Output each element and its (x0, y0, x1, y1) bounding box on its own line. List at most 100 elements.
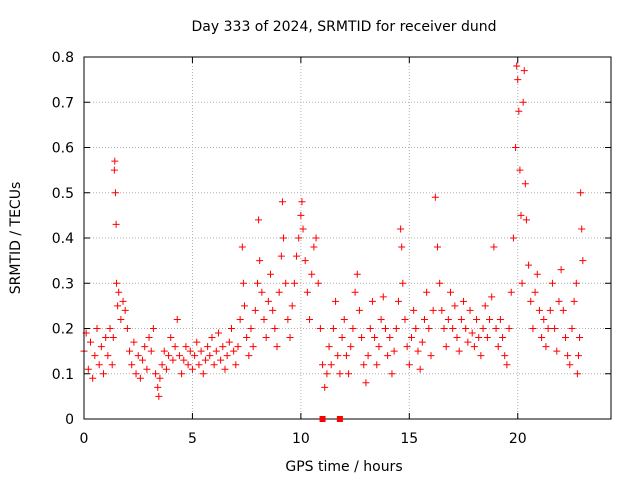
data-point (262, 334, 270, 342)
data-point (468, 329, 476, 337)
data-point (345, 370, 353, 378)
y-tick-label: 0.4 (52, 231, 74, 247)
data-point (278, 198, 286, 206)
data-point (184, 361, 192, 369)
data-point (546, 306, 554, 314)
data-point (414, 347, 422, 355)
data-point (420, 315, 428, 323)
data-point (358, 334, 366, 342)
data-point (564, 352, 572, 360)
data-point (93, 325, 101, 332)
data-point (106, 325, 114, 332)
data-point (206, 352, 214, 360)
data-point (154, 383, 162, 391)
data-point (373, 361, 381, 369)
data-point (308, 270, 316, 278)
data-point (573, 370, 581, 378)
data-point (299, 225, 307, 233)
data-point (457, 315, 465, 323)
data-point (525, 261, 533, 269)
data-point (453, 334, 461, 342)
data-point (507, 288, 515, 296)
data-point (171, 343, 179, 351)
data-point (477, 352, 485, 360)
data-point (117, 315, 125, 323)
data-point (355, 306, 363, 314)
data-point (492, 325, 500, 332)
data-point (214, 329, 222, 337)
data-point (377, 315, 385, 323)
data-point (517, 211, 525, 219)
data-point (165, 352, 173, 360)
data-point (126, 347, 134, 355)
data-point (139, 356, 147, 364)
data-point (398, 243, 406, 251)
data-point (102, 334, 110, 342)
data-point (555, 297, 563, 305)
data-point (197, 347, 205, 355)
data-point (223, 352, 231, 360)
data-point (95, 361, 103, 369)
data-point (121, 306, 129, 314)
data-point (201, 356, 209, 364)
data-point (89, 374, 97, 382)
data-point (512, 144, 520, 151)
data-point (407, 334, 415, 342)
data-point (297, 211, 305, 219)
y-tick-label: 0.6 (52, 141, 74, 157)
data-point (521, 180, 529, 188)
data-point (515, 107, 523, 115)
data-point (475, 334, 483, 342)
data-point (392, 325, 400, 332)
y-tick-label: 0.5 (52, 186, 74, 202)
data-point (275, 288, 283, 296)
data-point (136, 374, 144, 382)
data-point (156, 374, 164, 382)
data-point (544, 325, 552, 332)
data-point (264, 297, 272, 305)
y-tick-label: 0 (65, 412, 74, 428)
data-point (399, 279, 407, 287)
data-point (132, 370, 140, 378)
data-point (319, 361, 327, 369)
data-point (91, 352, 99, 360)
data-point (155, 392, 163, 400)
x-tick-label: 15 (400, 431, 418, 447)
data-point (518, 279, 526, 287)
data-point (113, 279, 121, 287)
data-point (412, 325, 420, 332)
data-point (351, 288, 359, 296)
data-point (574, 352, 582, 360)
data-point (195, 361, 203, 369)
data-point (434, 243, 442, 251)
data-point (540, 315, 548, 323)
data-point (288, 302, 296, 310)
data-point (303, 288, 311, 296)
data-point (310, 243, 318, 251)
data-point (483, 334, 491, 342)
data-point (204, 343, 212, 351)
data-point (436, 279, 444, 287)
data-point (576, 334, 584, 342)
data-point (425, 325, 433, 332)
data-point (338, 334, 346, 342)
data-point (173, 315, 181, 323)
data-point (256, 257, 264, 265)
data-point (221, 365, 229, 373)
data-point (301, 257, 309, 265)
data-point (368, 297, 376, 305)
data-point (128, 361, 136, 369)
data-point (109, 334, 117, 342)
data-point (386, 334, 394, 342)
data-point (516, 166, 524, 174)
data-point (429, 306, 437, 314)
data-point (312, 234, 320, 242)
data-point (572, 279, 580, 287)
data-point (505, 325, 513, 332)
data-point (494, 343, 502, 351)
data-point (444, 315, 452, 323)
data-point (238, 243, 246, 251)
data-point (119, 297, 127, 305)
data-point (418, 338, 426, 346)
data-point (112, 220, 120, 228)
